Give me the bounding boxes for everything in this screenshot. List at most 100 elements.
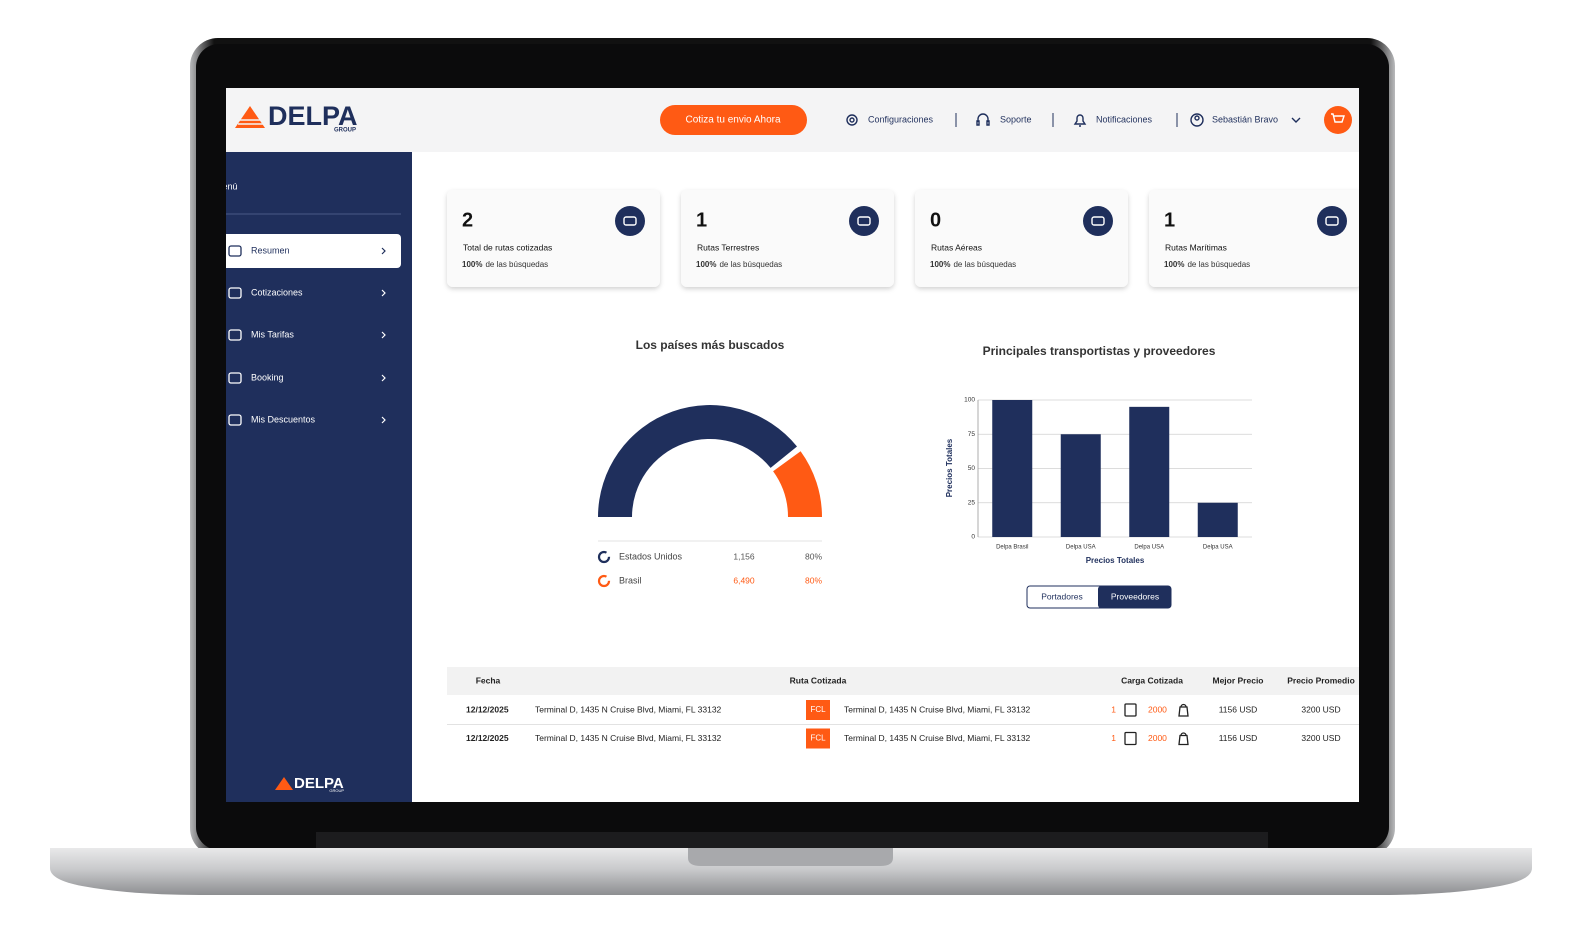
chart-title: Principales transportistas y proveedores (983, 344, 1216, 358)
stat-note: 100% de las búsquedas (1164, 260, 1250, 269)
stat-icon-glyph (1325, 216, 1339, 226)
legend-count: 6,490 (733, 575, 755, 585)
cell-units: 1 (1111, 704, 1116, 714)
bar (992, 400, 1033, 537)
menu-item[interactable]: Mis Descuentos (251, 414, 316, 424)
cell-date: 12/12/2025 (466, 704, 509, 714)
cell-avg: 3200 USD (1301, 733, 1340, 743)
gauge-arc (598, 405, 797, 517)
footer-logo-mark (275, 777, 293, 790)
mode-badge (806, 728, 830, 749)
stat-note-text: de las búsquedas (485, 260, 548, 269)
column-header: Carga Cotizada (1121, 675, 1183, 685)
menu-icon (228, 245, 242, 257)
cell-mode: FCL (810, 734, 826, 743)
nav-link[interactable]: Configuraciones (868, 114, 934, 124)
column-header: Precio Promedio (1287, 675, 1355, 685)
user-menu[interactable]: Sebastián Bravo (1212, 114, 1278, 124)
cell-weight: 2000 (1148, 704, 1167, 714)
base-notch (688, 848, 893, 866)
menu-item[interactable]: Booking (251, 372, 284, 382)
cell-origin: Terminal D, 1435 N Cruise Blvd, Miami, F… (535, 733, 722, 743)
stat-percent: 100% (930, 260, 950, 269)
table-header (447, 667, 1359, 695)
x-tick-label: Delpa USA (1134, 545, 1164, 551)
stat-icon-glyph (623, 216, 637, 226)
logo-text: DELPA (268, 101, 358, 131)
bar (1197, 502, 1238, 537)
toggle-label[interactable]: Proveedores (1111, 591, 1159, 601)
y-tick-label: 75 (968, 431, 976, 438)
footer-logo-sub: GROUP (329, 788, 344, 793)
menu-chevron (381, 331, 386, 339)
weight-icon (1178, 732, 1189, 746)
menu-chevron (381, 247, 386, 255)
menu-item[interactable]: Cotizaciones (251, 287, 303, 297)
x-tick-label: Delpa USA (1203, 545, 1233, 551)
cta-button[interactable] (660, 105, 807, 135)
stat-note: 100% de las búsquedas (462, 260, 548, 269)
menu-item[interactable]: Resumen (251, 245, 290, 255)
nav-icons (846, 113, 1301, 127)
legend-name: Estados Unidos (619, 551, 683, 561)
chart-title: Los países más buscados (636, 338, 785, 352)
cell-date: 12/12/2025 (466, 733, 509, 743)
footer-logo: DELPA (294, 775, 344, 792)
cta-label[interactable]: Cotiza tu envio Ahora (685, 115, 780, 126)
y-tick-label: 0 (971, 534, 975, 541)
menu-item-active[interactable] (222, 234, 401, 268)
menu-icon (228, 329, 242, 341)
cell-units: 1 (1111, 733, 1116, 743)
stat-percent: 100% (696, 260, 716, 269)
stat-note: 100% de las búsquedas (930, 260, 1016, 269)
toggle-label[interactable]: Portadores (1041, 591, 1083, 601)
legend-share: 80% (805, 575, 822, 585)
stat-note-text: de las búsquedas (953, 260, 1016, 269)
legend-icon (597, 574, 611, 588)
bar (1060, 434, 1101, 537)
legend-icon (597, 550, 611, 564)
column-header: Ruta Cotizada (790, 675, 847, 685)
nav-separators (955, 113, 1178, 127)
nav-link[interactable]: Soporte (1000, 114, 1032, 124)
stat-note-text: de las búsquedas (719, 260, 782, 269)
stat-value: 1 (1164, 209, 1175, 231)
hinge (316, 832, 1268, 848)
nav-link[interactable]: Notificaciones (1096, 114, 1153, 124)
stat-percent: 100% (1164, 260, 1184, 269)
cell-destination: Terminal D, 1435 N Cruise Blvd, Miami, F… (844, 704, 1031, 714)
legend-share: 80% (805, 551, 822, 561)
weight-icon (1178, 703, 1189, 717)
stat-icon (615, 206, 645, 236)
cell-best: 1156 USD (1219, 733, 1258, 743)
legend-count: 1,156 (733, 551, 755, 561)
column-header: Fecha (476, 675, 501, 685)
stat-card (915, 190, 1128, 287)
cell-destination: Terminal D, 1435 N Cruise Blvd, Miami, F… (844, 733, 1031, 743)
stat-value: 1 (696, 209, 707, 231)
cell-avg: 3200 USD (1301, 704, 1340, 714)
x-tick-label: Delpa Brasil (996, 545, 1028, 551)
menu-item[interactable]: Mis Tarifas (251, 329, 294, 339)
stat-icon-glyph (1091, 216, 1105, 226)
legend-name: Brasil (619, 575, 642, 585)
column-header: Mejor Precio (1212, 675, 1263, 685)
cell-mode: FCL (810, 705, 826, 714)
y-axis-label: Precios Totales (945, 438, 954, 497)
y-tick-label: 25 (968, 499, 976, 506)
stat-icon-glyph (857, 216, 871, 226)
stat-label: Rutas Terrestres (697, 242, 759, 252)
cart-button[interactable] (1324, 106, 1352, 134)
cell-weight: 2000 (1148, 733, 1167, 743)
y-tick-label: 50 (968, 465, 976, 472)
bar (1129, 406, 1170, 537)
stat-icon (1083, 206, 1113, 236)
container-icon (1124, 731, 1137, 746)
stat-value: 2 (462, 209, 473, 231)
toggle-option-active[interactable] (1098, 586, 1171, 608)
y-tick-label: 100 (964, 397, 975, 404)
stat-card (447, 190, 660, 287)
stat-label: Rutas Aéreas (931, 242, 982, 252)
stat-value: 0 (930, 209, 941, 231)
